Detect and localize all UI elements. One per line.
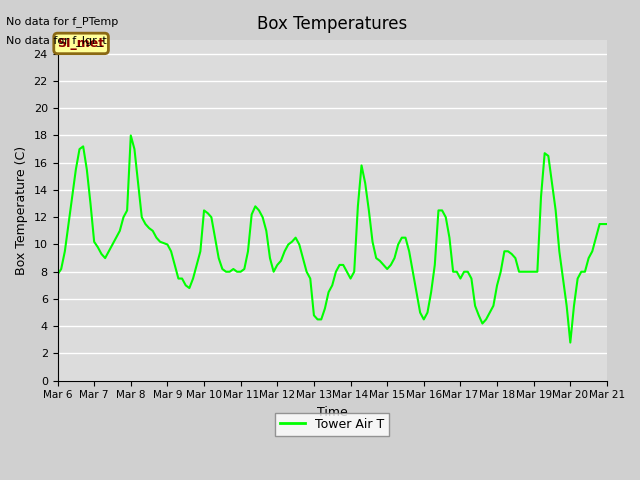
X-axis label: Time: Time	[317, 406, 348, 419]
Text: No data for f_PTemp: No data for f_PTemp	[6, 16, 118, 27]
Legend: Tower Air T: Tower Air T	[275, 413, 389, 436]
Y-axis label: Box Temperature (C): Box Temperature (C)	[15, 146, 28, 275]
Text: SI_met: SI_met	[58, 37, 105, 50]
Text: No data for f_lgr_t: No data for f_lgr_t	[6, 35, 107, 46]
Title: Box Temperatures: Box Temperatures	[257, 15, 407, 33]
